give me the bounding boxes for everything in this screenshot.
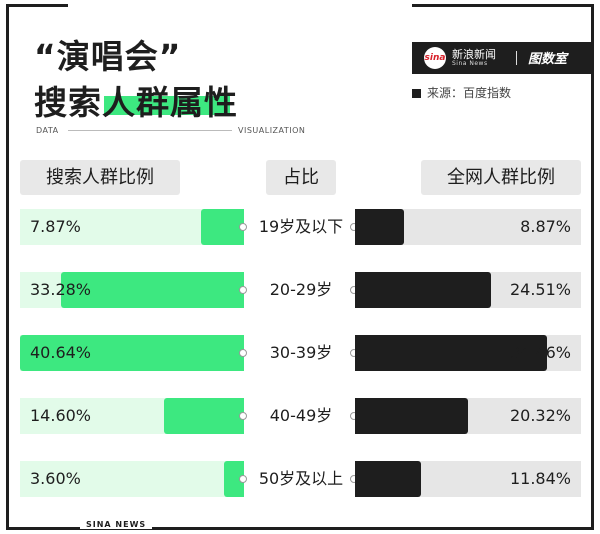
search-bar bbox=[224, 461, 244, 497]
frame-top-right bbox=[412, 4, 594, 7]
chart-row: 7.87% 19岁及以下 8.87% bbox=[0, 209, 600, 245]
chart-title-part-a: 搜索 bbox=[34, 83, 102, 122]
overall-value-label: 8.87% bbox=[520, 217, 571, 236]
connector-dot bbox=[239, 475, 247, 483]
search-value-label: 7.87% bbox=[30, 217, 81, 236]
square-icon bbox=[412, 89, 421, 98]
overall-bar bbox=[355, 398, 468, 434]
divider-line bbox=[68, 130, 232, 131]
connector-dot bbox=[239, 223, 247, 231]
sina-logo-icon: sina bbox=[424, 47, 446, 69]
overall-bar bbox=[355, 335, 547, 371]
footer-label: SINA NEWS bbox=[80, 520, 153, 529]
chart-row: 3.60% 50岁及以上 11.84% bbox=[0, 461, 600, 497]
chart-row: 40.64% 30-39岁 34.46% bbox=[0, 335, 600, 371]
overall-value-label: 34.46% bbox=[509, 343, 571, 362]
data-label: DATA bbox=[36, 126, 59, 135]
chart-title-part-b: 人群属性 bbox=[102, 83, 238, 122]
category-label: 19岁及以下 bbox=[258, 217, 344, 236]
search-bar bbox=[200, 209, 244, 245]
category-label: 30-39岁 bbox=[269, 343, 333, 362]
search-bar bbox=[60, 272, 244, 308]
chart-frame bbox=[6, 4, 594, 530]
overall-bar bbox=[355, 209, 405, 245]
title-highlight bbox=[104, 96, 230, 115]
source-note: 来源：百度指数 bbox=[412, 84, 511, 101]
chart-row: 14.60% 40-49岁 20.32% bbox=[0, 398, 600, 434]
brand-subtitle: Sina News bbox=[452, 60, 488, 67]
search-bar bbox=[20, 335, 244, 371]
search-value-label: 3.60% bbox=[30, 469, 81, 488]
center-header: 占比 bbox=[266, 160, 336, 195]
overall-value-label: 20.32% bbox=[509, 406, 571, 425]
connector-dot bbox=[239, 286, 247, 294]
overall-bar bbox=[355, 272, 492, 308]
frame-top-left bbox=[6, 4, 68, 7]
connector-dot bbox=[239, 349, 247, 357]
brand-separator bbox=[516, 51, 517, 65]
search-bar-track bbox=[20, 461, 244, 497]
left-header: 搜索人群比例 bbox=[20, 160, 180, 195]
brand-block: sina 新浪新闻 Sina News 图数室 bbox=[412, 42, 594, 74]
overall-bar bbox=[355, 461, 421, 497]
right-header: 全网人群比例 bbox=[421, 160, 581, 195]
chart-row: 33.28% 20-29岁 24.51% bbox=[0, 272, 600, 308]
brand-column-name: 图数室 bbox=[528, 52, 568, 67]
brand-name: 新浪新闻 bbox=[452, 48, 496, 61]
connector-dot bbox=[239, 412, 247, 420]
search-value-label: 33.28% bbox=[30, 280, 92, 299]
overall-value-label: 24.51% bbox=[509, 280, 571, 299]
category-label: 20-29岁 bbox=[269, 280, 333, 299]
source-text: 来源：百度指数 bbox=[427, 86, 512, 100]
chart-title-line1: “演唱会” bbox=[34, 37, 182, 76]
overall-value-label: 11.84% bbox=[509, 469, 571, 488]
visualization-label: VISUALIZATION bbox=[238, 126, 306, 135]
search-value-label: 14.60% bbox=[30, 406, 92, 425]
search-bar bbox=[163, 398, 244, 434]
category-label: 50岁及以上 bbox=[258, 469, 344, 488]
chart-title-line2: 搜索人群属性 bbox=[34, 76, 238, 124]
category-label: 40-49岁 bbox=[269, 406, 333, 425]
search-value-label: 40.64% bbox=[30, 343, 92, 362]
